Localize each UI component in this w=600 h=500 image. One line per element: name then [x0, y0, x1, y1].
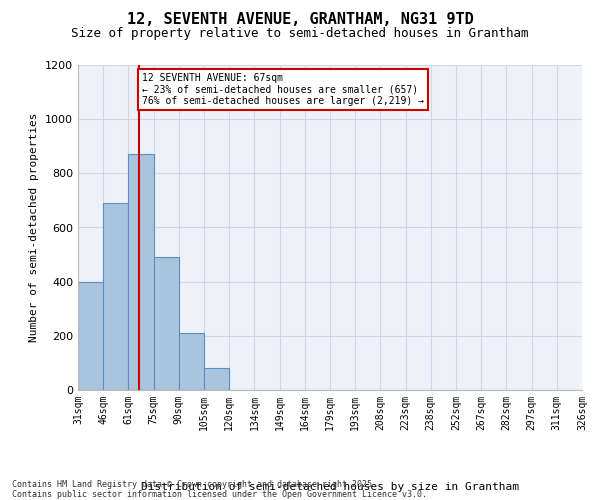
Bar [179, 333, 204, 390]
Bar [78, 282, 103, 390]
Text: 12, SEVENTH AVENUE, GRANTHAM, NG31 9TD: 12, SEVENTH AVENUE, GRANTHAM, NG31 9TD [127, 12, 473, 28]
Bar [204, 368, 229, 390]
Text: 12 SEVENTH AVENUE: 67sqm
← 23% of semi-detached houses are smaller (657)
76% of : 12 SEVENTH AVENUE: 67sqm ← 23% of semi-d… [142, 73, 424, 106]
Bar [103, 203, 128, 390]
Y-axis label: Number of semi-detached properties: Number of semi-detached properties [29, 113, 40, 342]
Bar [154, 258, 179, 390]
Text: Contains HM Land Registry data © Crown copyright and database right 2025.
Contai: Contains HM Land Registry data © Crown c… [12, 480, 427, 499]
Text: Distribution of semi-detached houses by size in Grantham: Distribution of semi-detached houses by … [141, 482, 519, 492]
Text: Size of property relative to semi-detached houses in Grantham: Size of property relative to semi-detach… [71, 28, 529, 40]
Bar [128, 154, 154, 390]
